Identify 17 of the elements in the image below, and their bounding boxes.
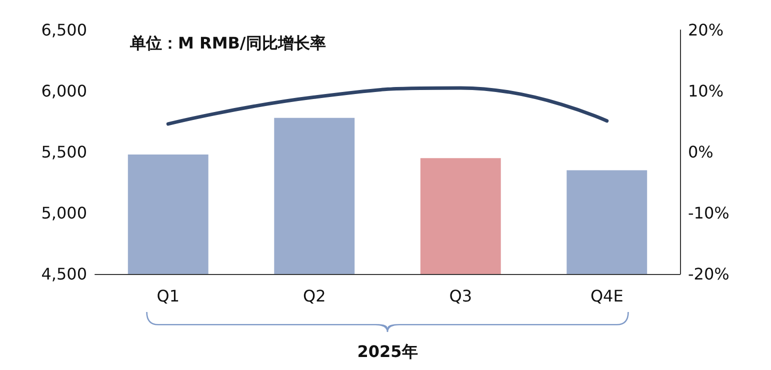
y-tick-label: 6,000: [41, 82, 87, 100]
y2-tick-label: 0%: [688, 142, 714, 162]
y2-tick-label: 10%: [688, 82, 724, 100]
y2-tick-label: 20%: [688, 20, 724, 40]
line-series: [166, 86, 609, 126]
y-tick-label: 4,500: [41, 264, 87, 284]
x-tick-label: Q4E: [590, 286, 624, 306]
y-tick-label: 5,000: [41, 204, 87, 222]
text: 2025年: [357, 342, 418, 361]
y2-tick-label: -20%: [688, 264, 730, 284]
chart-title: 单位：M RMB/同比增长率: [129, 34, 326, 52]
x-tick-label: Q2: [302, 286, 326, 306]
y-tick-label: 5,500: [41, 142, 87, 162]
x-tick-label: Q3: [449, 286, 472, 306]
y-tick-label: 6,500: [41, 20, 87, 40]
y2-tick-label: -10%: [688, 204, 730, 222]
x-tick-label: Q1: [156, 286, 180, 306]
